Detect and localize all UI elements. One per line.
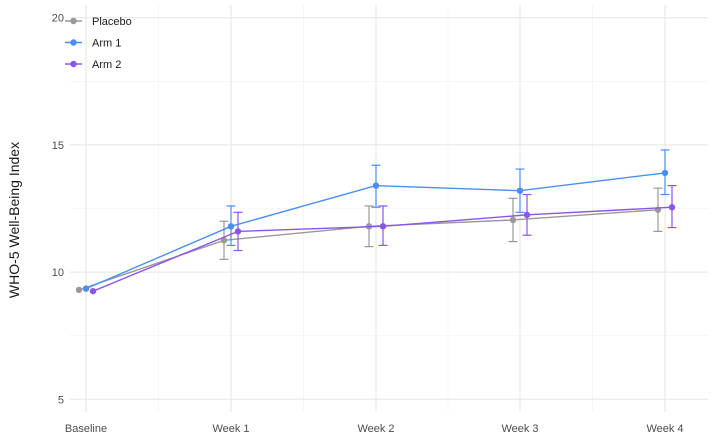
data-point [668,204,676,211]
legend-key-point [70,17,77,25]
y-axis-title: WHO-5 Well-Being Index [6,142,22,298]
x-tick-label: Baseline [65,423,107,435]
legend-key-point [70,39,77,46]
data-point [82,285,90,292]
data-point [75,286,83,294]
legend: Placebo Arm 1 Arm 2 [65,16,132,71]
legend-item: Placebo [65,16,132,28]
legend-item: Arm 1 [65,38,121,50]
data-point [661,169,669,177]
data-point [523,211,531,219]
x-tick-label: Week 3 [501,423,538,435]
data-point [220,237,228,244]
data-point [89,287,97,295]
legend-label: Placebo [92,16,132,28]
legend-item: Arm 2 [65,59,121,71]
data-point [509,216,517,224]
y-tick-label: 10 [52,267,64,279]
legend-label: Arm 2 [92,59,121,71]
y-tick-label: 5 [58,394,64,406]
legend-key-point [70,60,77,68]
y-tick-label: 15 [52,140,64,152]
x-tick-label: Week 4 [646,423,683,435]
data-point [234,228,242,235]
y-tick-label: 20 [52,13,64,25]
x-tick-label: Week 2 [357,423,394,435]
legend-label: Arm 1 [92,38,121,50]
data-point [379,223,387,230]
x-tick-label: Week 1 [212,423,249,435]
data-point [516,187,524,194]
axes: WHO-5 Well-Being Index 5 10 15 20 Baseline We… [6,13,684,435]
grid-lines [70,5,708,412]
data-point [227,223,235,230]
data-series [75,149,677,295]
data-point [372,182,380,189]
